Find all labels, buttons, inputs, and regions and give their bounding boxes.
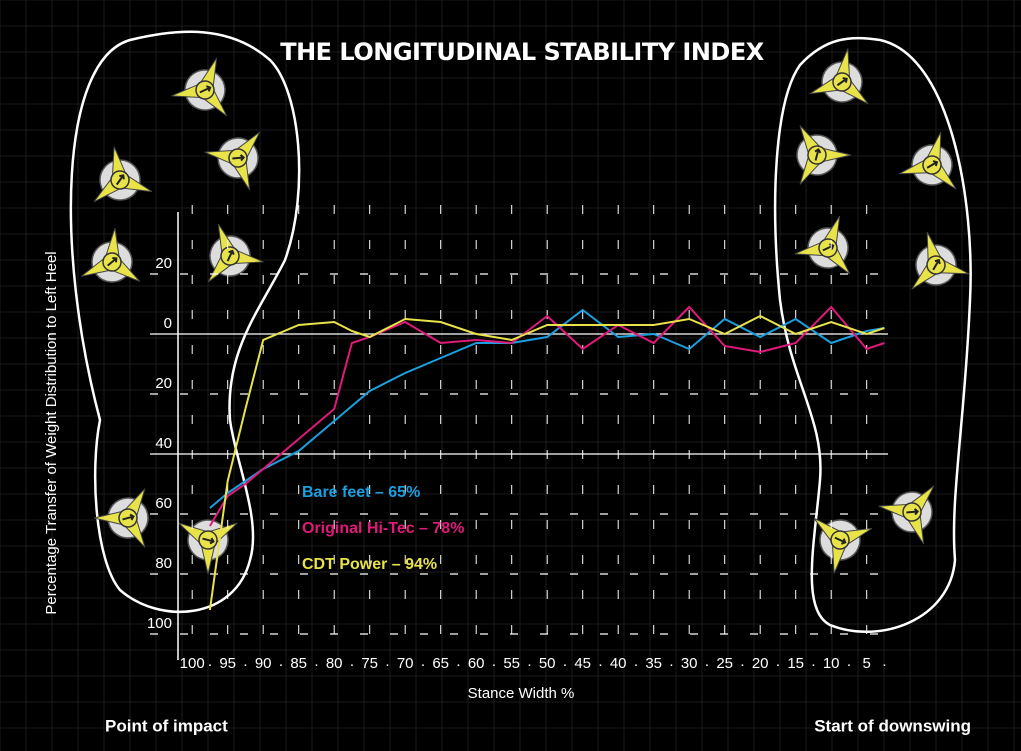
spike: [77, 225, 148, 288]
x-tick-label: 25: [716, 655, 733, 672]
x-tick-label: 35: [645, 655, 662, 672]
spike: [894, 124, 972, 196]
x-tick-label: 75: [361, 655, 378, 672]
y-tick-label: 40: [155, 435, 172, 452]
x-tick-sep: .: [598, 653, 602, 670]
series-line: [210, 310, 885, 508]
legend-label: Bare feet – 65%: [302, 484, 420, 501]
x-tick-label: 70: [397, 655, 414, 672]
x-tick-sep: .: [563, 653, 567, 670]
spike-icons: [77, 43, 974, 580]
y-tick-label: 60: [155, 495, 172, 512]
legend-label: CDT Power – 94%: [302, 556, 437, 573]
x-tick-sep: .: [350, 653, 354, 670]
x-tick-sep: .: [669, 653, 673, 670]
background: [0, 0, 1021, 751]
right-caption: Start of downswing: [814, 716, 971, 735]
x-tick-label: 65: [432, 655, 449, 672]
spike: [806, 43, 881, 111]
x-tick-label: 15: [787, 655, 804, 672]
x-tick-label: 45: [574, 655, 591, 672]
spike: [172, 494, 254, 580]
x-tick-label: 85: [290, 655, 307, 672]
spike: [872, 465, 959, 551]
x-tick-sep: .: [208, 653, 212, 670]
x-tick-label: 20: [752, 655, 769, 672]
y-tick-label: 20: [155, 255, 172, 272]
x-tick-label: 50: [539, 655, 556, 672]
x-tick-label: 60: [468, 655, 485, 672]
legend-label: Original Hi-Tec – 78%: [302, 520, 464, 537]
x-tick-label: 80: [326, 655, 343, 672]
page: {"chart_data": { "type": "line", "title"…: [0, 0, 1021, 751]
x-tick-sep: .: [740, 653, 744, 670]
y-tick-label: 20: [155, 375, 172, 392]
y-tick-label: 0: [164, 315, 172, 332]
x-tick-sep: .: [385, 653, 389, 670]
x-tick-sep: .: [456, 653, 460, 670]
spike: [82, 141, 157, 209]
y-tick-label: 80: [155, 555, 172, 572]
spike: [771, 109, 857, 191]
x-tick-sep: .: [314, 653, 318, 670]
spike: [198, 111, 285, 197]
x-tick-label: 55: [503, 655, 520, 672]
x-tick-sep: .: [847, 653, 851, 670]
x-tick-sep: .: [634, 653, 638, 670]
x-tick-label: 40: [610, 655, 627, 672]
x-tick-sep: .: [492, 653, 496, 670]
spike: [807, 497, 883, 578]
left-caption: Point of impact: [105, 716, 228, 735]
x-tick-label: 90: [255, 655, 272, 672]
x-tick-sep: .: [243, 653, 247, 670]
x-tick-sep: .: [421, 653, 425, 670]
x-tick-sep: .: [527, 653, 531, 670]
x-tick-sep: .: [811, 653, 815, 670]
x-tick-label: 30: [681, 655, 698, 672]
x-tick-label: 95: [219, 655, 236, 672]
chart: 20 0 20 40 60 80 100 100. 95. 90. 85. 80. 75. 70. 65. 6…: [0, 0, 1021, 751]
x-tick-label: 5: [863, 655, 871, 672]
x-tick-label: 10: [823, 655, 840, 672]
x-tick-sep: .: [776, 653, 780, 670]
x-tick-sep: .: [882, 653, 886, 670]
spike: [166, 47, 247, 123]
y-tick-label: 100: [147, 615, 172, 632]
x-tick-sep: .: [279, 653, 283, 670]
chart-title: THE LONGITUDINAL STABILITY INDEX: [280, 38, 765, 66]
y-axis-label: Percentage Transfer of Weight Distributi…: [43, 251, 60, 614]
x-axis-label: Stance Width %: [468, 685, 575, 702]
x-tick-sep: .: [705, 653, 709, 670]
x-tick-label: 100: [180, 655, 205, 672]
